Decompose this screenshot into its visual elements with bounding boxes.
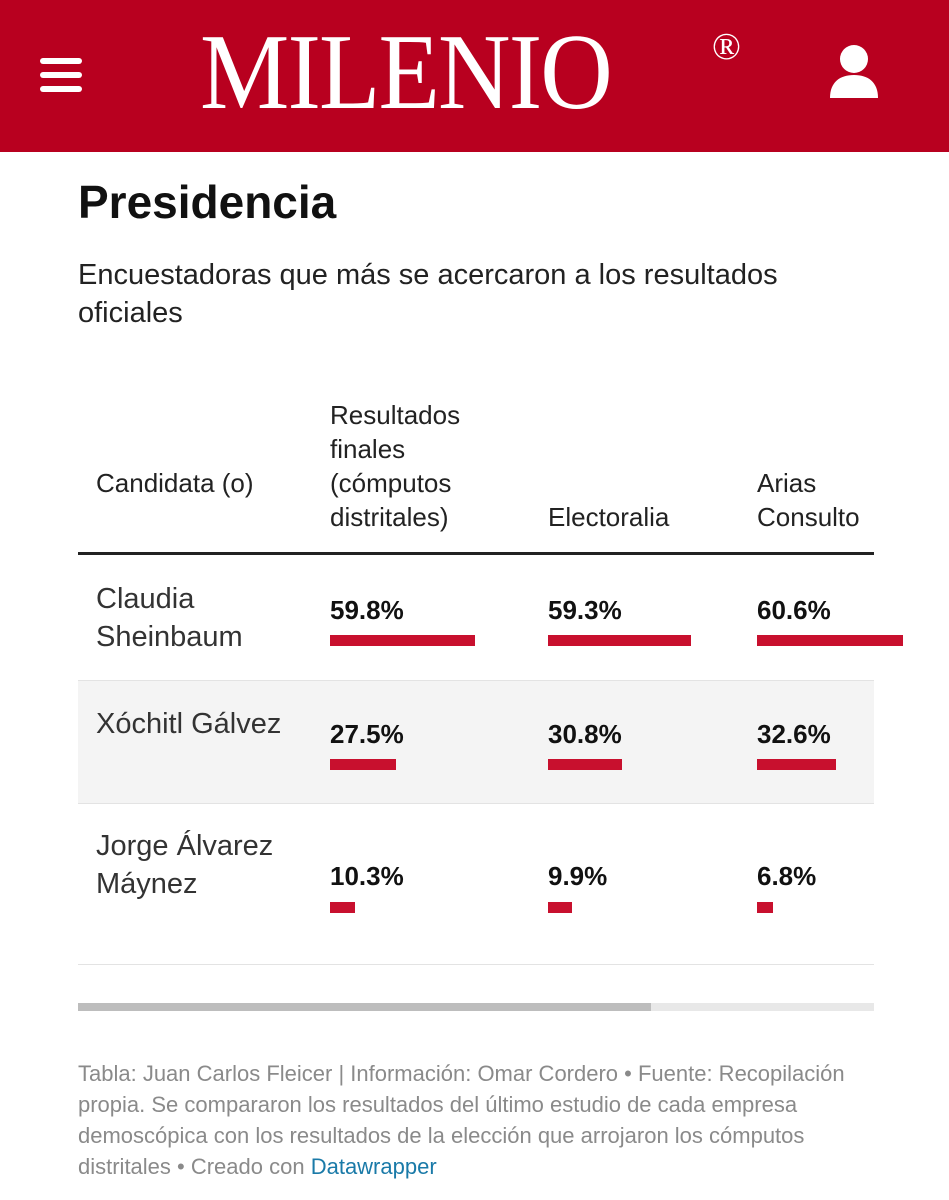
- value-bar: [330, 902, 355, 913]
- candidate-name: Xóchitl Gálvez: [96, 708, 282, 740]
- column-header-arias-consulto: Arias Consulto: [757, 468, 860, 532]
- scrollbar-thumb[interactable]: [78, 1003, 651, 1011]
- table-row: Jorge Álvarez Máynez 10.3% 9.9% 6.8%: [78, 804, 874, 964]
- milenio-logo[interactable]: MILENIO: [200, 13, 613, 132]
- header-rule: [78, 552, 874, 555]
- value-bar: [330, 635, 475, 646]
- column-header-candidate: Candidata (o): [96, 468, 254, 498]
- value-cell: 30.8%: [548, 719, 622, 749]
- value-cell: 27.5%: [330, 719, 404, 749]
- site-header: MILENIO ®: [0, 0, 949, 152]
- value-cell: 10.3%: [330, 861, 404, 891]
- column-header-electoralia: Electoralia: [548, 502, 670, 532]
- page-subtitle: Encuestadoras que más se acercaron a los…: [78, 259, 778, 329]
- value-cell: 60.6%: [757, 595, 831, 625]
- hamburger-menu-icon[interactable]: [40, 58, 84, 94]
- horizontal-scrollbar[interactable]: [78, 1003, 874, 1011]
- value-cell: 9.9%: [548, 861, 608, 891]
- value-bar: [548, 902, 572, 913]
- value-bar: [548, 759, 622, 770]
- candidate-name: Claudia Sheinbaum: [96, 583, 243, 653]
- value-cell: 59.8%: [330, 595, 404, 625]
- footer-credits: Tabla: Juan Carlos Fleicer | Información…: [78, 1061, 845, 1179]
- value-bar: [757, 759, 836, 770]
- row-divider: [78, 680, 874, 681]
- row-divider: [78, 803, 874, 804]
- candidate-name: Jorge Álvarez Máynez: [96, 830, 274, 900]
- value-bar: [330, 759, 396, 770]
- row-divider: [78, 964, 874, 965]
- page-title: Presidencia: [78, 176, 337, 228]
- value-cell: 59.3%: [548, 595, 622, 625]
- value-bar: [757, 902, 773, 913]
- value-cell: 32.6%: [757, 719, 831, 749]
- table-row: Claudia Sheinbaum 59.8% 59.3% 60.6%: [78, 555, 903, 680]
- value-cell: 6.8%: [757, 861, 817, 891]
- registered-mark: ®: [712, 26, 741, 68]
- value-bar: [548, 635, 691, 646]
- user-icon[interactable]: [826, 42, 882, 100]
- table-row: Xóchitl Gálvez 27.5% 30.8% 32.6%: [78, 681, 874, 803]
- datawrapper-link[interactable]: Datawrapper: [310, 1154, 437, 1179]
- table-footer: Tabla: Juan Carlos Fleicer | Información…: [78, 1058, 878, 1182]
- value-bar: [757, 635, 903, 646]
- column-header-official-results: Resultados finales (cómputos distritales…: [330, 400, 461, 532]
